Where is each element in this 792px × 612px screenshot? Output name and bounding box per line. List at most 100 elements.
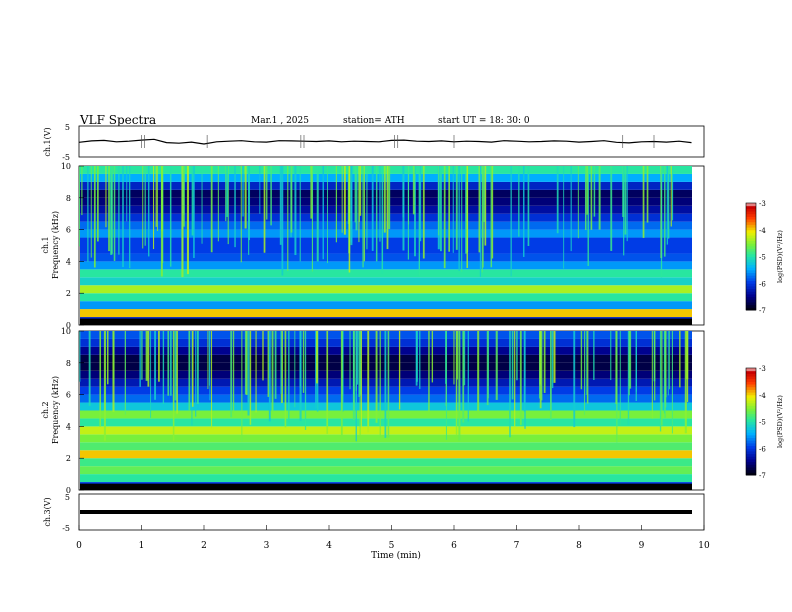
colorbar-cell bbox=[746, 402, 756, 406]
spec-streak bbox=[465, 166, 468, 254]
colorbar-cell bbox=[746, 381, 756, 385]
ch3-waveform-panel: 5 -5 ch.3(V) 0 1 2 3 4 5 6 7 8 9 10 Time (min) bbox=[43, 493, 710, 561]
spec-band bbox=[80, 181, 692, 190]
spec-band bbox=[80, 229, 692, 238]
spec-streak bbox=[527, 166, 530, 247]
colorbar-cell bbox=[746, 424, 756, 428]
spec-band bbox=[80, 309, 692, 318]
spec-streak bbox=[150, 331, 152, 418]
spec-streak bbox=[354, 166, 356, 223]
colorbar-cell bbox=[746, 304, 756, 308]
spec-streak bbox=[201, 166, 203, 244]
spec-streak bbox=[169, 331, 172, 396]
spec-streak bbox=[169, 166, 172, 267]
spec-streak bbox=[455, 166, 458, 250]
colorbar-cell bbox=[746, 437, 756, 441]
spec-streak bbox=[240, 166, 242, 263]
spec-streak bbox=[667, 331, 669, 396]
colorbar-cell bbox=[746, 410, 756, 414]
spec-band bbox=[80, 166, 692, 174]
spec-streak bbox=[181, 166, 184, 278]
spec-streak bbox=[661, 331, 663, 426]
colorbar-tick-label: -6 bbox=[759, 445, 766, 453]
colorbar-cell bbox=[746, 429, 756, 433]
ch1-frequency-ticks: 0 2 4 6 8 10 bbox=[61, 162, 84, 330]
spec-streak bbox=[619, 331, 621, 426]
colorbar-cell bbox=[746, 440, 756, 444]
time-tick-label: 8 bbox=[576, 541, 582, 551]
spec-band bbox=[80, 213, 692, 222]
spec-streak bbox=[81, 166, 83, 216]
spec-streak bbox=[129, 166, 131, 269]
spec-streak bbox=[462, 331, 465, 423]
spec-streak bbox=[274, 331, 277, 399]
spec-streak bbox=[148, 166, 150, 257]
colorbar-cell bbox=[746, 373, 756, 377]
spec-streak bbox=[586, 331, 589, 404]
spec-streak bbox=[280, 331, 283, 403]
colorbar-cell bbox=[746, 221, 756, 225]
freq-tick-label: 4 bbox=[66, 257, 71, 266]
colorbar-cell bbox=[746, 434, 756, 439]
spec-streak bbox=[302, 331, 305, 393]
spec-streak bbox=[124, 331, 126, 415]
spec-streak bbox=[245, 331, 248, 395]
spec-streak bbox=[315, 331, 317, 409]
spec-streak bbox=[147, 331, 150, 387]
spec-streak bbox=[671, 166, 674, 221]
spec-streak bbox=[467, 331, 469, 422]
colorbar-cell bbox=[746, 229, 756, 233]
colorbar-cell bbox=[746, 461, 756, 465]
spec-streak bbox=[583, 331, 585, 415]
spec-streak bbox=[669, 331, 671, 390]
spec-streak bbox=[362, 166, 364, 268]
time-axis-ticks: 0 1 2 3 4 5 6 7 8 9 10 bbox=[76, 525, 710, 551]
freq-tick-label: 6 bbox=[66, 391, 71, 400]
spec-streak bbox=[145, 331, 148, 381]
spec-band bbox=[80, 301, 692, 310]
spec-streak bbox=[108, 166, 110, 252]
spec-streak bbox=[495, 331, 498, 400]
spec-streak bbox=[577, 166, 579, 239]
spec-streak bbox=[271, 331, 274, 413]
colorbar-cell bbox=[746, 288, 756, 292]
spec-streak bbox=[207, 331, 209, 390]
spec-streak bbox=[315, 331, 319, 384]
spec-streak bbox=[174, 331, 177, 401]
spec-streak bbox=[563, 166, 565, 269]
spec-streak bbox=[463, 331, 466, 386]
colorbar-cell bbox=[746, 280, 756, 284]
spec-streak bbox=[244, 166, 247, 229]
spec-streak bbox=[651, 331, 653, 419]
colorbar-cell bbox=[746, 264, 756, 268]
spec-streak bbox=[458, 331, 461, 441]
spec-band bbox=[80, 442, 692, 451]
spec-streak bbox=[549, 331, 552, 421]
colorbar-cell bbox=[746, 307, 756, 311]
colorbar-cell bbox=[746, 466, 756, 471]
ch2-spectrogram-panel: 0 2 4 6 8 10 ch.2 Frequency (kHz) bbox=[41, 327, 705, 495]
spec-band bbox=[80, 277, 692, 286]
spec-streak bbox=[666, 166, 669, 245]
colorbar-cell bbox=[746, 283, 756, 287]
spec-streak bbox=[486, 331, 489, 406]
spec-streak bbox=[267, 331, 269, 397]
spec-streak bbox=[226, 166, 229, 217]
spec-streak bbox=[304, 331, 307, 430]
spec-low-band bbox=[80, 318, 692, 325]
time-tick-label: 1 bbox=[139, 541, 145, 551]
spec-streak bbox=[97, 166, 99, 242]
spec-streak bbox=[299, 331, 301, 388]
ch2-colorbar: -3 -4 -5 -6 -7 log(PSD)(V²/Hz) bbox=[745, 365, 784, 480]
spec-streak bbox=[152, 166, 155, 250]
spec-streak bbox=[335, 166, 338, 243]
spec-streak bbox=[210, 166, 213, 253]
colorbar-cell bbox=[746, 256, 756, 260]
spec-streak bbox=[590, 166, 593, 230]
spec-streak bbox=[539, 331, 541, 385]
spec-streak bbox=[458, 166, 460, 271]
colorbar-tick-label: -4 bbox=[759, 392, 766, 400]
colorbar-cell bbox=[746, 426, 756, 431]
spec-streak bbox=[587, 166, 589, 266]
spec-streak bbox=[519, 331, 522, 425]
